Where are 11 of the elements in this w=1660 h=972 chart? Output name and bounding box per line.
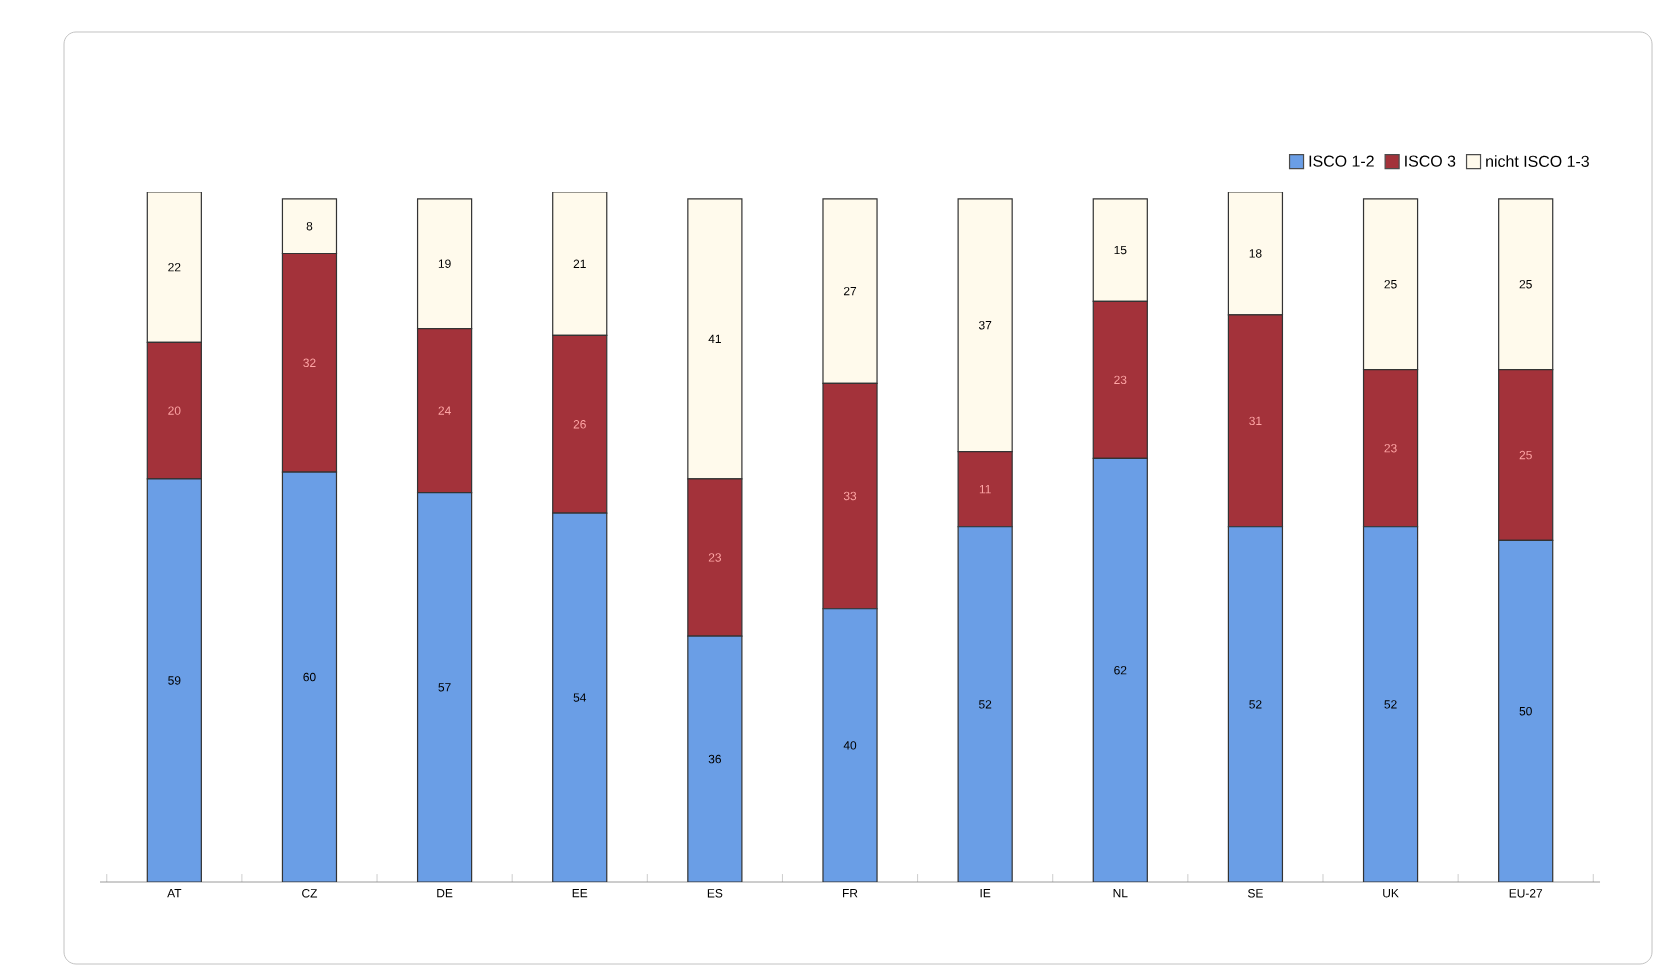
bar <box>957 526 1013 882</box>
bar <box>1498 539 1554 882</box>
bar <box>416 491 473 882</box>
bar <box>1227 526 1284 882</box>
bar <box>281 471 338 882</box>
bar <box>552 512 608 882</box>
bar <box>687 635 743 882</box>
bar <box>1092 457 1148 882</box>
bar <box>146 478 202 882</box>
bar <box>1362 526 1419 882</box>
bar <box>822 608 878 882</box>
